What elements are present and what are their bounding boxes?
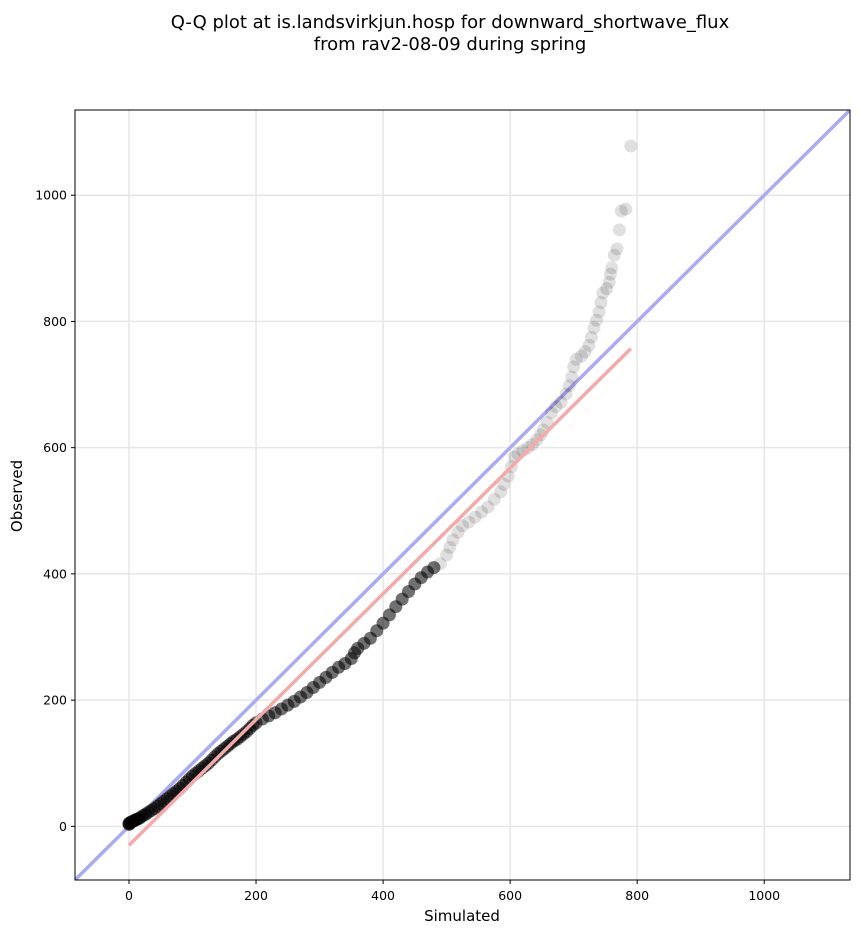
x-axis-ticks: 0 200 400 600 800 1000 [125, 880, 780, 903]
y-axis-label: Observed [8, 460, 26, 532]
data-point [562, 379, 576, 393]
data-point [607, 248, 621, 262]
data-point [567, 360, 581, 374]
data-point [497, 477, 511, 491]
data-point [574, 349, 588, 363]
data-point [487, 492, 501, 506]
data-point [604, 267, 618, 281]
data-point [619, 202, 633, 216]
grid-lines [75, 110, 850, 880]
data-point [468, 510, 482, 524]
data-point [614, 204, 628, 218]
x-axis-label: Simulated [424, 907, 500, 925]
data-point [610, 242, 624, 256]
data-point [456, 519, 469, 533]
data-point [584, 330, 598, 344]
data-point [602, 275, 616, 289]
data-point [596, 286, 610, 300]
data-point [605, 261, 619, 275]
data-point [443, 540, 457, 554]
data-point [549, 400, 563, 414]
y-tick-label: 800 [43, 314, 67, 329]
data-point [600, 282, 614, 296]
data-point [440, 548, 454, 562]
data-point [521, 441, 535, 455]
y-tick-label: 1000 [35, 188, 67, 203]
y-tick-label: 200 [43, 693, 67, 708]
x-tick-label: 400 [371, 888, 395, 903]
data-point [624, 139, 638, 153]
data-point [481, 500, 495, 514]
x-tick-label: 800 [625, 888, 649, 903]
data-point [559, 387, 573, 401]
data-point [565, 370, 579, 384]
data-point [475, 505, 489, 519]
data-point [592, 305, 606, 319]
data-point [446, 533, 460, 547]
data-point [590, 313, 604, 327]
chart-title-line-2: from rav2-08-09 during spring [314, 34, 587, 55]
fit-line [127, 347, 633, 847]
data-point [569, 352, 583, 366]
plot-frame [74, 109, 851, 881]
data-point-dense [427, 561, 441, 575]
data-point [554, 395, 568, 409]
x-tick-label: 200 [244, 888, 268, 903]
data-point [587, 321, 601, 335]
y-tick-label: 600 [43, 440, 67, 455]
y-axis-ticks: 0 200 400 600 800 1000 [35, 188, 75, 834]
data-point [582, 338, 596, 352]
data-point [540, 415, 554, 429]
y-tick-label: 0 [59, 819, 67, 834]
data-point [534, 428, 548, 442]
x-tick-label: 1000 [748, 888, 780, 903]
data-points [122, 139, 638, 831]
y-tick-label: 400 [43, 566, 67, 581]
data-point [451, 525, 465, 539]
data-point [578, 345, 592, 359]
x-tick-label: 0 [125, 888, 133, 903]
chart-title-line-1: Q-Q plot at is.landsvirkjun.hosp for dow… [171, 12, 730, 33]
x-tick-label: 600 [498, 888, 522, 903]
data-point [594, 296, 608, 309]
data-point [544, 406, 558, 420]
data-point [462, 515, 476, 529]
data-point [612, 223, 626, 237]
one-to-one-reference-line [75, 110, 850, 880]
data-point [494, 485, 508, 499]
